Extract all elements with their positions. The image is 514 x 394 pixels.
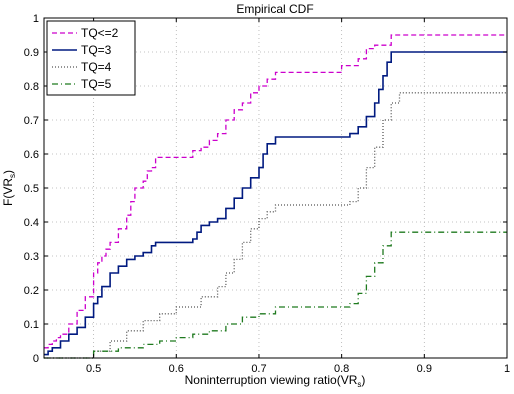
legend: TQ<=2 TQ=3 TQ=4 TQ=5 — [46, 20, 136, 96]
x-axis-title-main: Noninterruption viewing ratio(VR — [185, 373, 358, 387]
y-tick-label: 0.6 — [24, 149, 39, 161]
x-tick-label: 0.5 — [86, 363, 101, 375]
x-axis-title-suffix: ) — [361, 373, 365, 387]
series-line-4 — [44, 231, 507, 359]
y-axis-title-subscript: s — [8, 174, 17, 178]
y-tick-label: 1 — [33, 13, 39, 25]
y-tick-label: 0.4 — [24, 217, 39, 229]
y-tick-label: 0.3 — [24, 251, 39, 263]
series-line-2 — [44, 51, 507, 356]
series-line-1 — [44, 34, 507, 349]
y-tick-label: 0.1 — [24, 319, 39, 331]
x-tick-label: 0.8 — [334, 363, 349, 375]
series-line-3 — [44, 92, 507, 359]
x-axis-title-subscript: s — [357, 380, 361, 389]
x-tick-label: 1 — [504, 363, 510, 375]
y-axis-title-main: F(VR — [1, 178, 15, 206]
legend-label-3: TQ=4 — [81, 60, 112, 74]
chart-title: Empirical CDF — [236, 2, 313, 16]
x-axis-title: Noninterruption viewing ratio(VRs) — [185, 373, 366, 389]
series-lines — [44, 34, 507, 359]
x-tick-label: 0.7 — [251, 363, 266, 375]
y-tick-label: 0.8 — [24, 81, 39, 93]
y-tick-label: 0.2 — [24, 285, 39, 297]
y-tick-label: 0.9 — [24, 47, 39, 59]
y-axis-title: F(VRs) — [1, 170, 17, 206]
y-tick-labels: 0 0.1 0.2 0.3 0.4 0.5 0.6 0.7 0.8 0.9 1 — [24, 13, 39, 365]
x-tick-label: 0.6 — [169, 363, 184, 375]
y-tick-label: 0.5 — [24, 183, 39, 195]
x-tick-labels: 0.5 0.6 0.7 0.8 0.9 1 — [86, 363, 510, 375]
y-axis-title-suffix: ) — [1, 170, 15, 174]
y-tick-label: 0 — [33, 353, 39, 365]
x-tick-label: 0.9 — [417, 363, 432, 375]
legend-label-2: TQ=3 — [81, 43, 112, 57]
legend-label-4: TQ=5 — [81, 77, 112, 91]
legend-label-1: TQ<=2 — [81, 26, 119, 40]
y-tick-label: 0.7 — [24, 115, 39, 127]
